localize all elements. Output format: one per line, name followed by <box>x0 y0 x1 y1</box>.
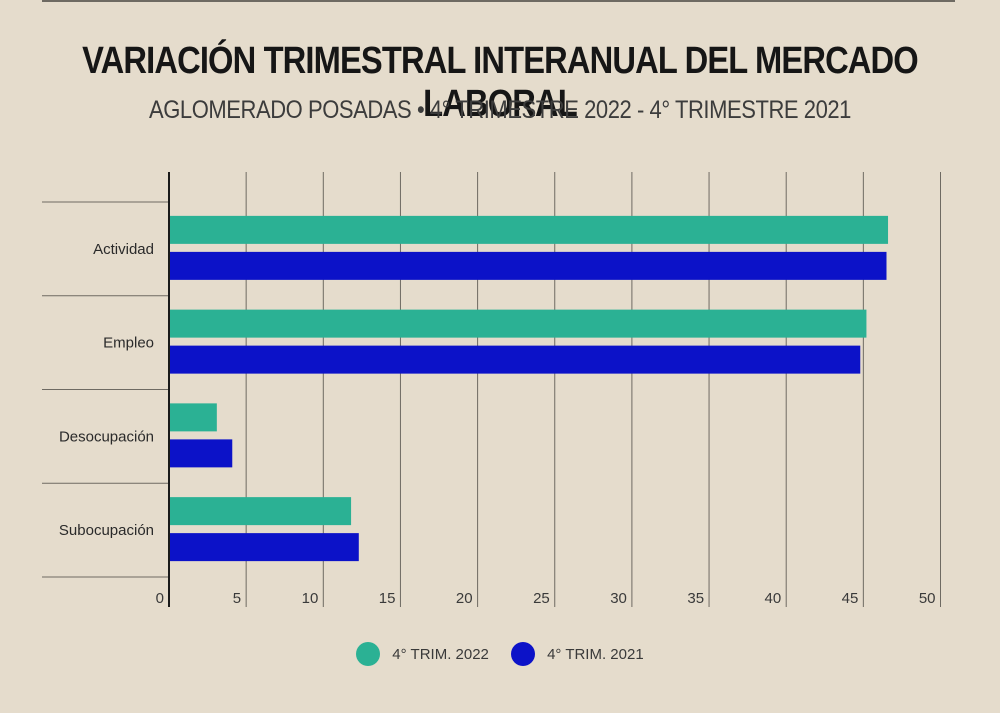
bar-2022 <box>170 309 867 338</box>
x-tick-label: 45 <box>842 590 859 607</box>
bar-2021 <box>170 345 861 374</box>
chart-subtitle: AGLOMERADO POSADAS • 4° TRIMESTRE 2022 -… <box>149 96 851 124</box>
bar-2022 <box>170 497 352 526</box>
legend-swatch-2022 <box>356 642 381 666</box>
x-tick-label: 40 <box>765 590 782 607</box>
chart-legend: 4° TRIM. 2022 4° TRIM. 2021 <box>0 642 1000 670</box>
x-tick-label: 30 <box>610 590 627 607</box>
x-tick-label: 25 <box>533 590 550 607</box>
bar-2021 <box>170 439 233 468</box>
bar-2021 <box>170 533 359 562</box>
legend-item-2021: 4° TRIM. 2021 <box>511 642 644 666</box>
legend-label-2021: 4° TRIM. 2021 <box>547 645 644 663</box>
category-label: Empleo <box>103 335 154 352</box>
x-tick-label: 5 <box>233 590 241 607</box>
top-rule <box>42 0 955 2</box>
bar-2022 <box>170 403 217 432</box>
legend-label-2022: 4° TRIM. 2022 <box>392 645 489 663</box>
category-label: Actividad <box>93 241 154 258</box>
legend-swatch-2021 <box>511 642 536 666</box>
bar-2021 <box>170 251 887 280</box>
x-tick-label: 20 <box>456 590 473 607</box>
legend-item-2022: 4° TRIM. 2022 <box>356 642 489 666</box>
category-label: Subocupación <box>59 522 154 539</box>
x-tick-label: 15 <box>379 590 396 607</box>
bar-2022 <box>170 215 889 244</box>
x-tick-label: 10 <box>302 590 319 607</box>
category-label: Desocupación <box>59 428 154 445</box>
x-tick-label: 0 <box>156 590 164 607</box>
x-tick-label: 50 <box>919 590 936 607</box>
chart-title: VARIACIÓN TRIMESTRAL INTERANUAL DEL MERC… <box>82 40 919 125</box>
x-tick-label: 35 <box>687 590 704 607</box>
